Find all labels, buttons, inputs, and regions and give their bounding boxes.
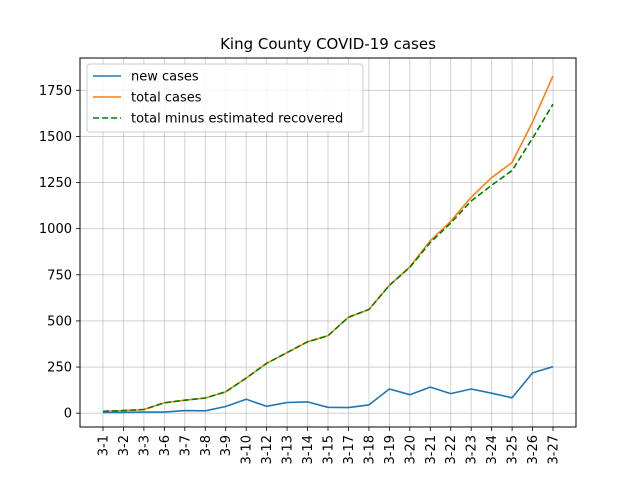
x-tick-label: 3-17 [342,435,357,465]
legend-label-1: new cases [131,70,199,85]
x-tick-label: 3-7 [178,435,193,456]
y-tick-label: 250 [47,361,72,376]
x-tick-label: 3-21 [424,435,439,465]
x-tick-label: 3-26 [526,435,541,465]
x-tick-label: 3-18 [362,435,377,465]
x-tick-label: 3-13 [281,435,296,465]
y-tick-label: 1750 [39,84,72,99]
x-tick-label: 3-22 [444,435,459,465]
y-tick-label: 1000 [39,222,72,237]
y-tick-label: 500 [47,314,72,329]
y-tick-label: 0 [64,407,72,422]
x-tick-label: 3-10 [240,435,255,465]
x-tick-label: 3-23 [465,435,480,465]
legend: new cases total cases total minus estimate… [86,63,364,133]
x-tick-label: 3-19 [383,435,398,465]
x-tick-label: 3-15 [322,435,337,465]
x-tick-label: 3-8 [199,435,214,456]
series-lines [102,75,554,414]
chart-title: King County COVID-19 cases [220,35,436,53]
legend-label-2: total cases [131,91,202,106]
x-tick-label: 3-20 [403,435,418,465]
x-tick-label: 3-2 [117,435,132,456]
y-axis: 0 250 500 750 1000 1250 1500 1750 [39,84,80,422]
y-tick-label: 1250 [39,176,72,191]
legend-label-3: total minus estimated recovered [131,112,343,127]
x-tick-label: 3-25 [506,435,521,465]
legend-box [86,63,364,133]
y-tick-label: 1500 [39,130,72,145]
x-tick-label: 3-3 [137,435,152,456]
x-tick-label: 3-24 [485,435,500,465]
y-tick-label: 750 [47,268,72,283]
series-line-1 [103,365,554,414]
x-tick-label: 3-1 [97,435,112,456]
x-tick-label: 3-6 [158,435,173,456]
x-axis: 3-1 3-2 3-3 3-6 3-7 3-8 3-9 3-10 3-12 3-13 3-14 3-1… [97,427,562,465]
x-tick-label: 3-27 [547,435,562,465]
x-tick-label: 3-9 [219,435,234,456]
x-tick-label: 3-12 [260,435,275,465]
x-tick-label: 3-14 [301,435,316,465]
series-line-3 [102,103,554,413]
